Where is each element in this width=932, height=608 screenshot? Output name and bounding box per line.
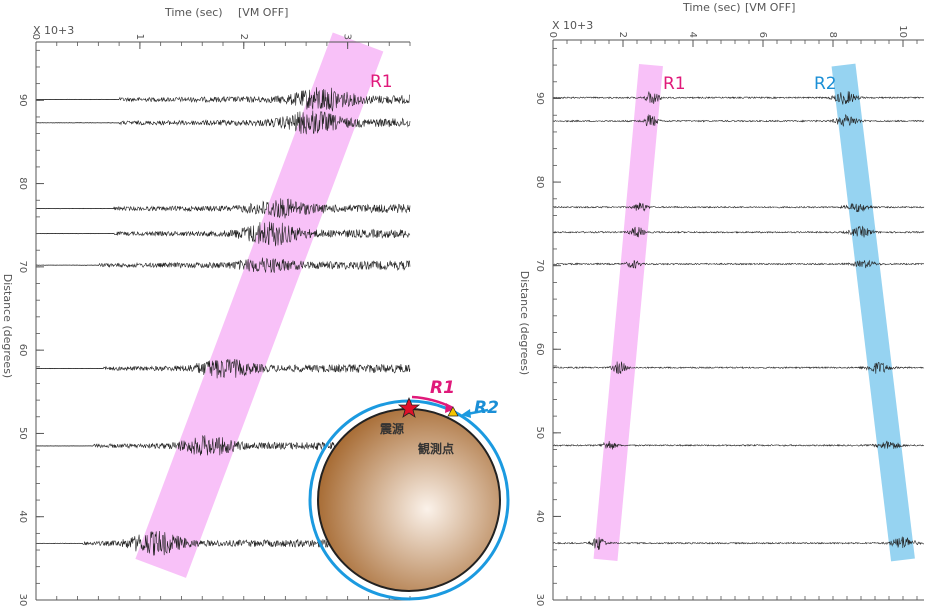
- right-axes: [552, 39, 924, 601]
- right-y-axis-label: Distance (degrees): [518, 271, 531, 375]
- left-y-tick-label: 50: [17, 427, 28, 440]
- left-y-tick-label: 60: [17, 344, 28, 357]
- right-r1-label: R1: [663, 74, 686, 94]
- right-vm-off-label: [VM OFF]: [745, 1, 795, 14]
- right-time-title: Time (sec): [682, 1, 741, 14]
- right-trace-36.8: [553, 536, 924, 550]
- right-y-tick-label: 90: [534, 92, 545, 105]
- inset-r2-label: R2: [474, 398, 499, 418]
- left-vm-off-label: [VM OFF]: [238, 6, 288, 19]
- right-band-r1: [593, 63, 663, 561]
- triangle-icon: [447, 406, 459, 417]
- left-seismogram-chart: Time (sec) [VM OFF] X 10+3 0 1 2 3 90 80 70 60…: [1, 6, 510, 607]
- left-x-tick-label: 1: [134, 34, 145, 40]
- inset-r1-label: R1: [430, 378, 455, 398]
- left-time-multiplier: X 10+3: [33, 24, 74, 37]
- r2-path-arrow: [466, 408, 489, 416]
- right-time-multiplier: X 10+3: [552, 19, 593, 32]
- right-x-tick-label: 6: [757, 32, 768, 38]
- left-y-tick-label: 40: [17, 510, 28, 523]
- left-trace-74: [35, 221, 411, 247]
- source-label: 震源: [380, 421, 404, 436]
- left-bands: [135, 32, 384, 578]
- left-y-axis-label: Distance (degrees): [1, 274, 14, 378]
- right-trace-87.3: [552, 113, 925, 127]
- r2-arrowhead-icon: [461, 409, 471, 418]
- earth-inset: R1 R2 震源 観測点: [308, 378, 510, 601]
- right-trace-77: [552, 202, 925, 213]
- left-x-tick-label: 3: [342, 34, 353, 40]
- left-y-tick-label: 80: [17, 177, 28, 190]
- right-x-tick-label: 10: [897, 25, 908, 38]
- right-x-tick-label: 8: [827, 32, 838, 38]
- right-x-ticks: 0 2 4 6 8 10: [547, 25, 918, 600]
- right-trace-70.2: [552, 259, 925, 269]
- right-trace-48.5: [552, 440, 925, 450]
- left-x-tick-label: 2: [238, 34, 249, 40]
- star-icon: [397, 396, 421, 418]
- right-trace-74: [552, 225, 925, 238]
- right-seismogram-chart: Time (sec) [VM OFF] X 10+3 0 2 4 6 8 10 90 80 7…: [518, 1, 925, 607]
- left-y-tick-label: 70: [17, 260, 28, 273]
- right-trace-90.1: [552, 90, 924, 105]
- left-r1-label: R1: [370, 72, 393, 92]
- right-band-r2: [831, 63, 915, 562]
- left-y-tick-label: 30: [17, 594, 28, 607]
- left-x-ticks: 0 1 2 3: [30, 34, 411, 600]
- left-y-tick-label: 90: [17, 94, 28, 107]
- right-y-tick-label: 30: [534, 594, 545, 607]
- r1-arrowhead-icon: [445, 403, 455, 413]
- right-x-tick-label: 4: [687, 32, 698, 38]
- right-traces: [552, 90, 925, 550]
- left-x-tick-label: 0: [30, 34, 41, 40]
- right-y-tick-label: 60: [534, 343, 545, 356]
- right-y-tick-label: 50: [534, 426, 545, 439]
- left-band-r1: [135, 32, 384, 578]
- left-time-title: Time (sec): [164, 6, 223, 19]
- left-y-ticks: 90 80 70 60 50 40 30: [17, 49, 44, 607]
- right-y-tick-label: 80: [534, 176, 545, 189]
- right-y-tick-label: 70: [534, 259, 545, 272]
- right-x-tick-label: 2: [617, 32, 628, 38]
- earth-globe: [317, 408, 501, 592]
- right-y-ticks: 90 80 70 60 50 40 30: [534, 47, 561, 607]
- right-x-tick-label: 0: [547, 32, 558, 38]
- right-r2-label: R2: [814, 74, 837, 94]
- right-y-tick-label: 40: [534, 510, 545, 523]
- station-label: 観測点: [418, 441, 454, 456]
- right-bands: [593, 63, 915, 562]
- right-trace-57.8: [553, 361, 925, 375]
